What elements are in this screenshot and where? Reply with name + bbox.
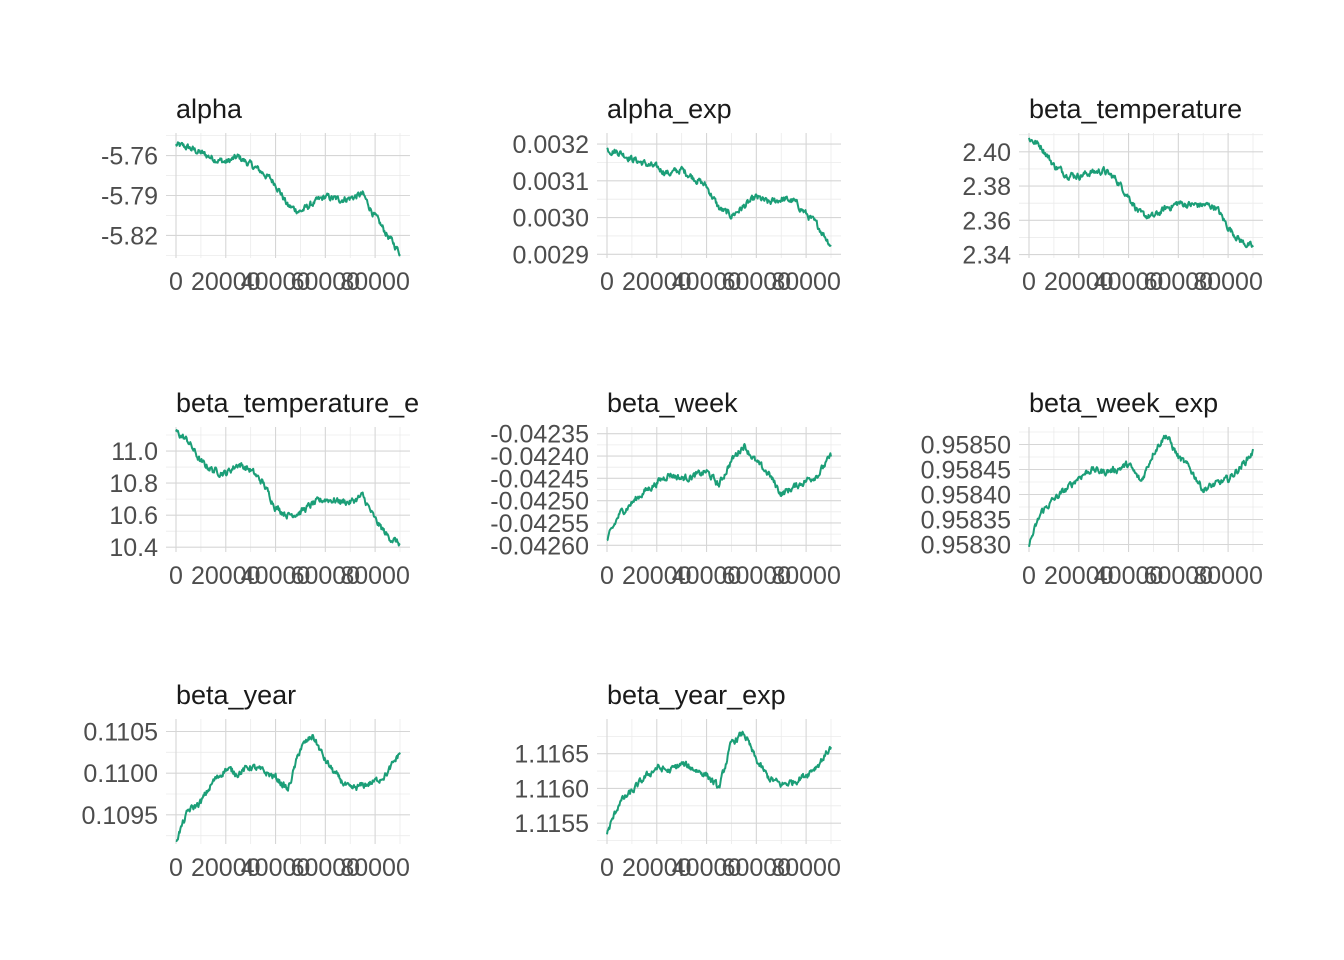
y-tick-label: 0.0029 [513,241,589,269]
trace-line [175,734,401,842]
y-tick-label: -5.79 [101,183,158,211]
panel-title: beta_week [607,388,738,418]
y-tick-label: 0.0030 [513,205,589,233]
x-tick-label: 0 [600,268,614,296]
x-tick-label: 20000 [191,562,261,590]
x-tick-label: 60000 [722,268,792,296]
panel-beta-temperature: beta_temperature 2.40 2.38 2.36 2.34 0 2000040… [962,94,1263,296]
panel-title: alpha [176,94,243,124]
trace-line [175,429,401,547]
x-tick-label: 20000 [191,268,261,296]
panel-title: beta_temperature_e [176,388,419,418]
y-tick-label: 1.1155 [514,810,589,838]
x-tick-label: 60000 [722,854,792,882]
panel-beta-week: beta_week-0.04235-0.04240-0.04245-0.0425… [490,388,841,590]
y-tick-label: 0.0031 [513,168,589,196]
y-tick-label: 0.0032 [513,131,589,159]
y-tick-label: 0.95845 [921,457,1011,485]
x-tick-label: 0 [169,268,183,296]
y-tick-label: 2.40 [962,139,1011,167]
x-tick-label: 60000 [291,562,361,590]
y-tick-label: -0.04250 [490,488,589,516]
x-tick-label: 40000 [672,562,742,590]
y-tick-label: -0.04255 [490,510,589,538]
x-tick-label: 80000 [771,562,841,590]
x-tick-label: 80000 [771,854,841,882]
y-tick-label: 2.36 [962,207,1011,235]
x-tick-label: 20000 [622,268,692,296]
y-tick-label: 0.95840 [921,482,1011,510]
x-tick-label: 20000 [622,854,692,882]
x-tick-label: 0 [1022,268,1036,296]
trace-line [1028,137,1254,249]
panel-alpha-exp: alpha_exp 0.0032 0.0031 0.0030 0.0029 0 200004… [513,94,841,296]
panel-title: beta_week_exp [1029,388,1218,418]
x-tick-label: 80000 [340,268,410,296]
panel-title: beta_year [176,680,296,710]
x-tick-label: 60000 [291,854,361,882]
y-tick-label: 10.8 [109,470,158,498]
x-tick-label: 80000 [771,268,841,296]
trace-line [1028,434,1254,548]
x-tick-label: 60000 [291,268,361,296]
trace-line [606,730,832,835]
x-tick-label: 80000 [340,562,410,590]
panel-beta-year: beta_year 0.1105 0.1100 0.1095 0 200004000060… [82,680,410,882]
x-tick-label: 80000 [1193,268,1263,296]
y-tick-label: 10.4 [109,534,158,562]
y-tick-label: -5.76 [101,143,158,171]
trace-line [175,141,401,257]
y-tick-label: 0.95835 [921,507,1011,535]
x-tick-label: 40000 [672,268,742,296]
trace-line [606,443,832,542]
x-tick-label: 20000 [191,854,261,882]
panel-alpha: alpha -5.76 -5.79 -5.82 0 2000040000600008000… [101,94,410,296]
y-tick-label: 0.1105 [83,719,158,747]
y-tick-label: 10.6 [109,502,158,530]
x-tick-label: 60000 [1144,268,1214,296]
x-tick-label: 20000 [1044,562,1114,590]
x-tick-label: 0 [169,854,183,882]
y-tick-label: 1.1165 [514,741,589,769]
x-tick-label: 40000 [241,268,311,296]
panel-beta-year-exp: beta_year_exp 1.1165 1.1160 1.1155 0 20000400… [514,680,841,882]
y-tick-label: 0.95850 [921,432,1011,460]
y-tick-label: 0.1100 [83,760,158,788]
x-tick-label: 40000 [241,562,311,590]
x-tick-label: 20000 [622,562,692,590]
y-tick-label: 1.1160 [514,775,589,803]
y-tick-label: -0.04240 [490,443,589,471]
x-tick-label: 40000 [1094,562,1164,590]
y-tick-label: 0.1095 [82,802,158,830]
x-tick-label: 40000 [672,854,742,882]
panel-title: beta_temperature [1029,94,1242,124]
y-tick-label: 2.34 [962,242,1011,270]
x-tick-label: 80000 [1193,562,1263,590]
y-tick-label: -5.82 [101,222,158,250]
y-tick-label: -0.04245 [490,465,589,493]
x-tick-label: 0 [1022,562,1036,590]
panel-title: beta_year_exp [607,680,786,710]
x-tick-label: 60000 [722,562,792,590]
y-tick-label: -0.04235 [490,421,589,449]
x-tick-label: 80000 [340,854,410,882]
panel-beta-week-exp: beta_week_exp0.958500.958450.958400.9583… [921,388,1263,590]
panel-beta-temperature-e: beta_temperature_e 11.0 10.8 10.6 10.4 0 20000… [109,388,419,590]
x-tick-label: 40000 [241,854,311,882]
x-tick-label: 0 [600,562,614,590]
x-tick-label: 0 [600,854,614,882]
y-tick-label: 2.38 [962,173,1011,201]
y-tick-label: -0.04260 [490,532,589,560]
y-tick-label: 0.95830 [921,532,1011,560]
trace-line [606,147,832,247]
x-tick-label: 0 [169,562,183,590]
x-tick-label: 20000 [1044,268,1114,296]
x-tick-label: 60000 [1144,562,1214,590]
y-tick-label: 11.0 [111,438,158,466]
x-tick-label: 40000 [1094,268,1164,296]
panel-title: alpha_exp [607,94,732,124]
